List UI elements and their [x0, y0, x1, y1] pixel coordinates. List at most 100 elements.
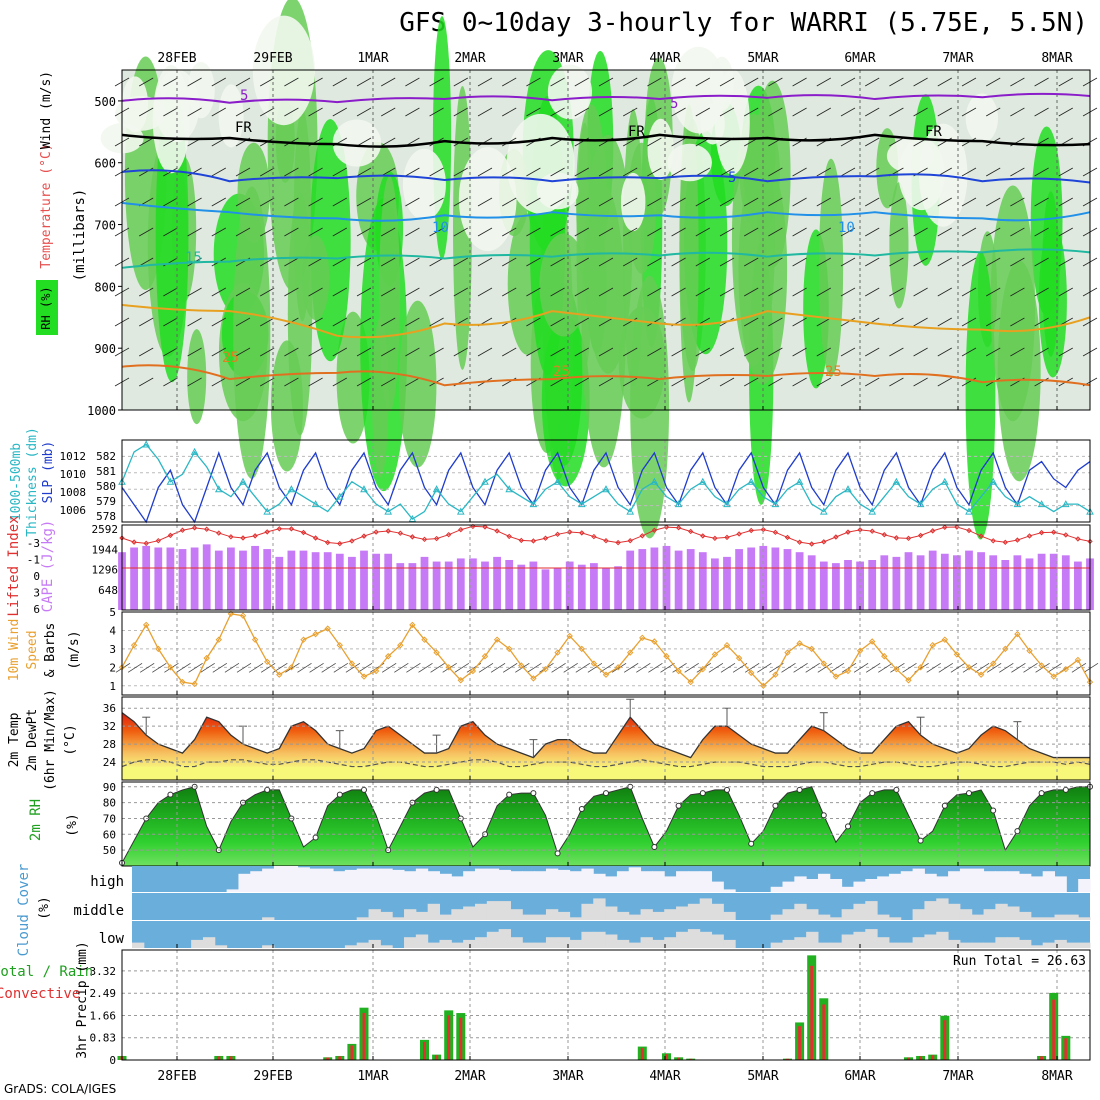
- cape-bar: [299, 550, 308, 610]
- wind-barb: [236, 662, 252, 673]
- thickness-point: [432, 485, 441, 493]
- wind-speed-point: [215, 636, 223, 643]
- wind-barb: [224, 662, 240, 673]
- wind-barb: [477, 107, 493, 117]
- rh-contour-fill: [889, 182, 909, 309]
- cloud-cover-bar: [427, 871, 441, 892]
- wind-barb: [1034, 77, 1049, 87]
- wind-barb: [502, 347, 517, 357]
- wind-barb: [1058, 347, 1073, 357]
- precip-legend-label: Total / Rain: [0, 964, 93, 980]
- wind-barb: [453, 107, 468, 117]
- wind-speed-point: [784, 649, 791, 656]
- cape-bar: [517, 564, 526, 610]
- thickness-point: [287, 485, 296, 493]
- cloud-cover-bar: [1054, 914, 1067, 920]
- wind-barb: [550, 77, 565, 87]
- precip-convective-bar: [459, 1017, 463, 1060]
- lifted-index-point: [917, 532, 924, 539]
- thickness-point: [747, 477, 756, 485]
- cloud-cover-bar: [1042, 871, 1056, 892]
- cape-bar: [372, 553, 380, 610]
- wind-barb: [1047, 662, 1062, 673]
- wind-barb: [235, 107, 251, 117]
- wind-barb: [551, 662, 566, 673]
- wind-barb: [744, 167, 759, 177]
- wind-axis-label: Speed: [25, 630, 40, 669]
- thickness-tick-label: 579: [96, 495, 116, 508]
- precip-convective-bar: [810, 965, 814, 1060]
- credit-text: GrADS: COLA/IGES: [4, 1082, 117, 1096]
- cape-bar: [686, 549, 695, 610]
- wind-barb: [405, 347, 420, 357]
- rh-contour-fill: [620, 172, 646, 232]
- rh-point: [651, 843, 658, 850]
- wind-barb: [526, 227, 541, 237]
- wind-barb: [139, 347, 154, 357]
- wind-axis-label: (m/s): [67, 630, 82, 669]
- wind-barb: [332, 317, 347, 327]
- lifted-index-point: [1063, 532, 1069, 538]
- wind-barb: [550, 347, 565, 357]
- rh-point: [264, 786, 271, 793]
- wind-speed-point: [167, 664, 174, 671]
- wind-barb: [332, 347, 347, 357]
- cape-bar: [1061, 555, 1070, 610]
- rh-contour-fill: [630, 275, 670, 539]
- wind-speed-point: [1086, 678, 1094, 686]
- cape-bar: [916, 555, 925, 610]
- wind-barb: [381, 662, 397, 673]
- cape-bar: [880, 555, 889, 610]
- wind-barb: [381, 77, 396, 87]
- temperature-tick-label: 28: [103, 738, 116, 751]
- precip-convective-bar: [447, 1015, 451, 1060]
- wind-speed-point: [493, 636, 501, 643]
- wind-tick-label: 3: [109, 643, 116, 656]
- wind-barb: [332, 377, 347, 387]
- cloud-cover-bar: [983, 909, 996, 920]
- temperature-contour: [121, 169, 1091, 184]
- wind-axis-label: 10m Wind: [7, 619, 22, 682]
- wind-barb: [671, 377, 686, 387]
- wind-barb: [139, 662, 155, 673]
- wind-barb: [187, 197, 202, 207]
- cloud-cover-bar: [392, 869, 405, 892]
- wind-barb: [453, 197, 468, 207]
- wind-speed-point: [856, 647, 864, 654]
- cape-bar: [735, 549, 743, 610]
- wind-barb: [429, 197, 444, 207]
- wind-barb: [405, 197, 420, 207]
- lifted-index-point: [349, 538, 355, 544]
- chart-title: GFS 0~10day 3-hourly for WARRI (5.75E, 5…: [399, 8, 1088, 38]
- cloud-cover-bar: [616, 939, 630, 948]
- cloud-cover-bar: [841, 934, 854, 948]
- wind-barb: [671, 77, 686, 87]
- bottom-date-label: 8MAR: [1041, 1069, 1072, 1084]
- cape-bar: [807, 555, 816, 610]
- cloud-cover-bar: [817, 914, 831, 920]
- cloud-cover-bar: [486, 868, 500, 892]
- wind-barb: [248, 662, 264, 673]
- cloud-cover-bar: [404, 937, 417, 948]
- wind-barb: [526, 197, 541, 207]
- wind-speed-point: [263, 658, 271, 666]
- cape-bar: [456, 558, 465, 610]
- cloud-cover-bar: [569, 917, 582, 920]
- temperature-contour: [121, 248, 1091, 269]
- cloud-cover-bar: [699, 871, 713, 892]
- wind-speed-point: [397, 641, 404, 649]
- wind-barb: [477, 257, 493, 267]
- wind-barb: [840, 107, 856, 117]
- cloud-cover-bar: [356, 868, 370, 892]
- cloud-cover-bar: [557, 869, 571, 892]
- wind-barb: [1034, 107, 1049, 117]
- wind-barb: [913, 77, 928, 87]
- cape-bar: [723, 556, 731, 610]
- wind-barb: [913, 197, 928, 207]
- wind-barb: [937, 257, 952, 267]
- wind-barb: [405, 317, 420, 327]
- wind-barb: [515, 662, 530, 673]
- cloud-cover-bar: [640, 909, 653, 920]
- wind-barb: [623, 287, 638, 297]
- contour-label: 25: [553, 364, 570, 380]
